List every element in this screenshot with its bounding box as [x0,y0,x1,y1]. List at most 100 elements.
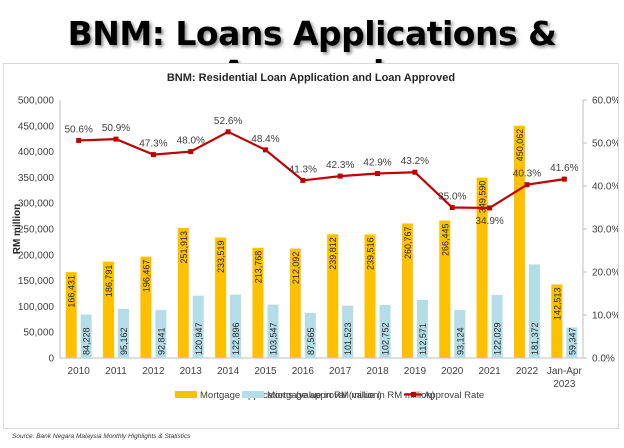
bar-applications [140,256,152,358]
y2-tick-label: 60.0% [592,96,618,107]
bar-label-applications: 233,519 [216,241,226,274]
chart-container: BNM: Residential Loan Application and Lo… [3,63,620,429]
bar-label-applications: 142,513 [552,287,562,320]
bar-label-approvals: 95,162 [119,327,129,355]
approval-rate-label: 43.2% [401,156,429,167]
bar-label-approvals: 122,896 [231,322,241,355]
bar-approvals [342,305,354,358]
y-tick-label: 250,000 [18,225,55,236]
bar-label-approvals: 101,523 [343,322,353,355]
x-tick-label: 2023 [553,379,576,390]
y-tick-label: 400,000 [18,147,55,158]
x-tick-label: 2015 [254,366,277,377]
y-tick-label: 150,000 [18,276,55,287]
bar-label-approvals: 87,565 [306,327,316,355]
bar-label-approvals: 92,841 [156,327,166,355]
approval-rate-marker [188,149,194,155]
legend-swatch-applications [175,391,197,398]
bar-label-applications: 239,516 [366,237,376,270]
approval-rate-label: 42.9% [363,158,391,169]
bar-applications [476,177,488,358]
bar-applications [513,125,525,358]
approval-rate-marker [561,176,567,182]
bar-approvals [379,304,391,358]
y-tick-label: 100,000 [18,302,55,313]
approval-rate-marker [150,152,156,158]
x-tick-label: 2012 [142,366,165,377]
legend-label-applications: Mortgage applications (value in RM milli… [200,390,382,401]
approval-rate-marker [76,137,82,143]
bar-applications [177,228,189,358]
chart-title: BNM: Residential Loan Application and Lo… [167,72,455,84]
approval-rate-marker [225,129,231,135]
approval-rate-label: 52.6% [214,116,242,127]
x-tick-label: 2020 [441,366,464,377]
bar-applications [103,261,115,358]
approval-rate-label: 42.3% [326,160,354,171]
bar-label-approvals: 120,947 [194,322,204,355]
approval-rate-marker [449,205,455,210]
x-tick-label: Jan-Apr [547,366,583,377]
y-tick-label: 0 [48,354,54,365]
approval-rate-marker [337,173,343,179]
bar-label-applications: 260,767 [403,226,413,259]
bar-label-approvals: 84,228 [82,327,92,355]
bar-applications [252,247,264,358]
x-tick-label: 2017 [329,366,352,377]
approval-rate-line [78,130,565,210]
y-tick-label: 50,000 [23,328,54,339]
bar-label-applications: 266,445 [440,224,450,257]
bar-applications [215,237,227,358]
bar-applications [289,248,301,358]
bar-label-applications: 196,467 [141,260,151,293]
y-tick-label: 500,000 [18,96,55,107]
bar-approvals [528,264,540,358]
bar-label-applications: 239,812 [328,237,338,270]
approval-rate-label: 41.3% [289,164,317,175]
bar-approvals [416,299,428,358]
bar-label-approvals: 59,347 [567,327,577,355]
bar-applications [401,223,413,358]
bar-applications [327,234,339,358]
approval-rate-marker [524,182,530,188]
approval-rate-label: 34.9% [475,216,503,227]
x-tick-label: 2014 [217,366,240,377]
bar-approvals [155,310,167,358]
y-tick-label: 200,000 [18,250,55,261]
y2-tick-label: 30.0% [592,225,618,236]
bar-label-approvals: 102,752 [381,322,391,355]
bar-approvals [118,308,130,358]
x-tick-label: 2018 [366,366,389,377]
legend-swatch-approvals [242,391,264,398]
bar-approvals [230,294,242,358]
x-tick-label: 2021 [478,366,501,377]
bar-approvals [267,304,279,358]
bar-label-approvals: 112,571 [418,323,428,355]
approval-rate-marker [300,177,306,183]
approval-rate-marker [262,147,268,153]
bar-label-applications: 251,913 [179,231,189,264]
y2-tick-label: 20.0% [592,268,618,279]
bar-approvals [566,327,578,358]
bar-approvals [491,295,503,358]
legend-label-approvals: Mortgage approval (value in RM million) [267,390,435,401]
y2-tick-label: 40.0% [592,182,618,193]
approval-rate-label: 47.3% [139,139,167,150]
x-tick-label: 2016 [292,366,315,377]
approval-rate-marker [487,205,493,211]
approval-rate-label: 41.6% [550,163,578,174]
bar-label-approvals: 93,124 [455,327,465,355]
bar-label-applications: 349,590 [478,181,488,214]
bar-label-applications: 186,791 [104,265,114,298]
x-tick-label: 2010 [68,366,91,377]
bar-applications [439,220,451,358]
source-note: Source: Bank Negara Malaysia Monthly Hig… [12,433,191,440]
approval-rate-label: 40.3% [513,169,541,180]
bar-label-approvals: 103,547 [268,322,278,355]
x-tick-label: 2022 [516,366,539,377]
approval-rate-marker [375,171,381,177]
y-axis-title: RM million [12,204,23,255]
x-tick-label: 2013 [180,366,203,377]
y2-tick-label: 10.0% [592,311,618,322]
approval-rate-label: 50.9% [102,123,130,134]
